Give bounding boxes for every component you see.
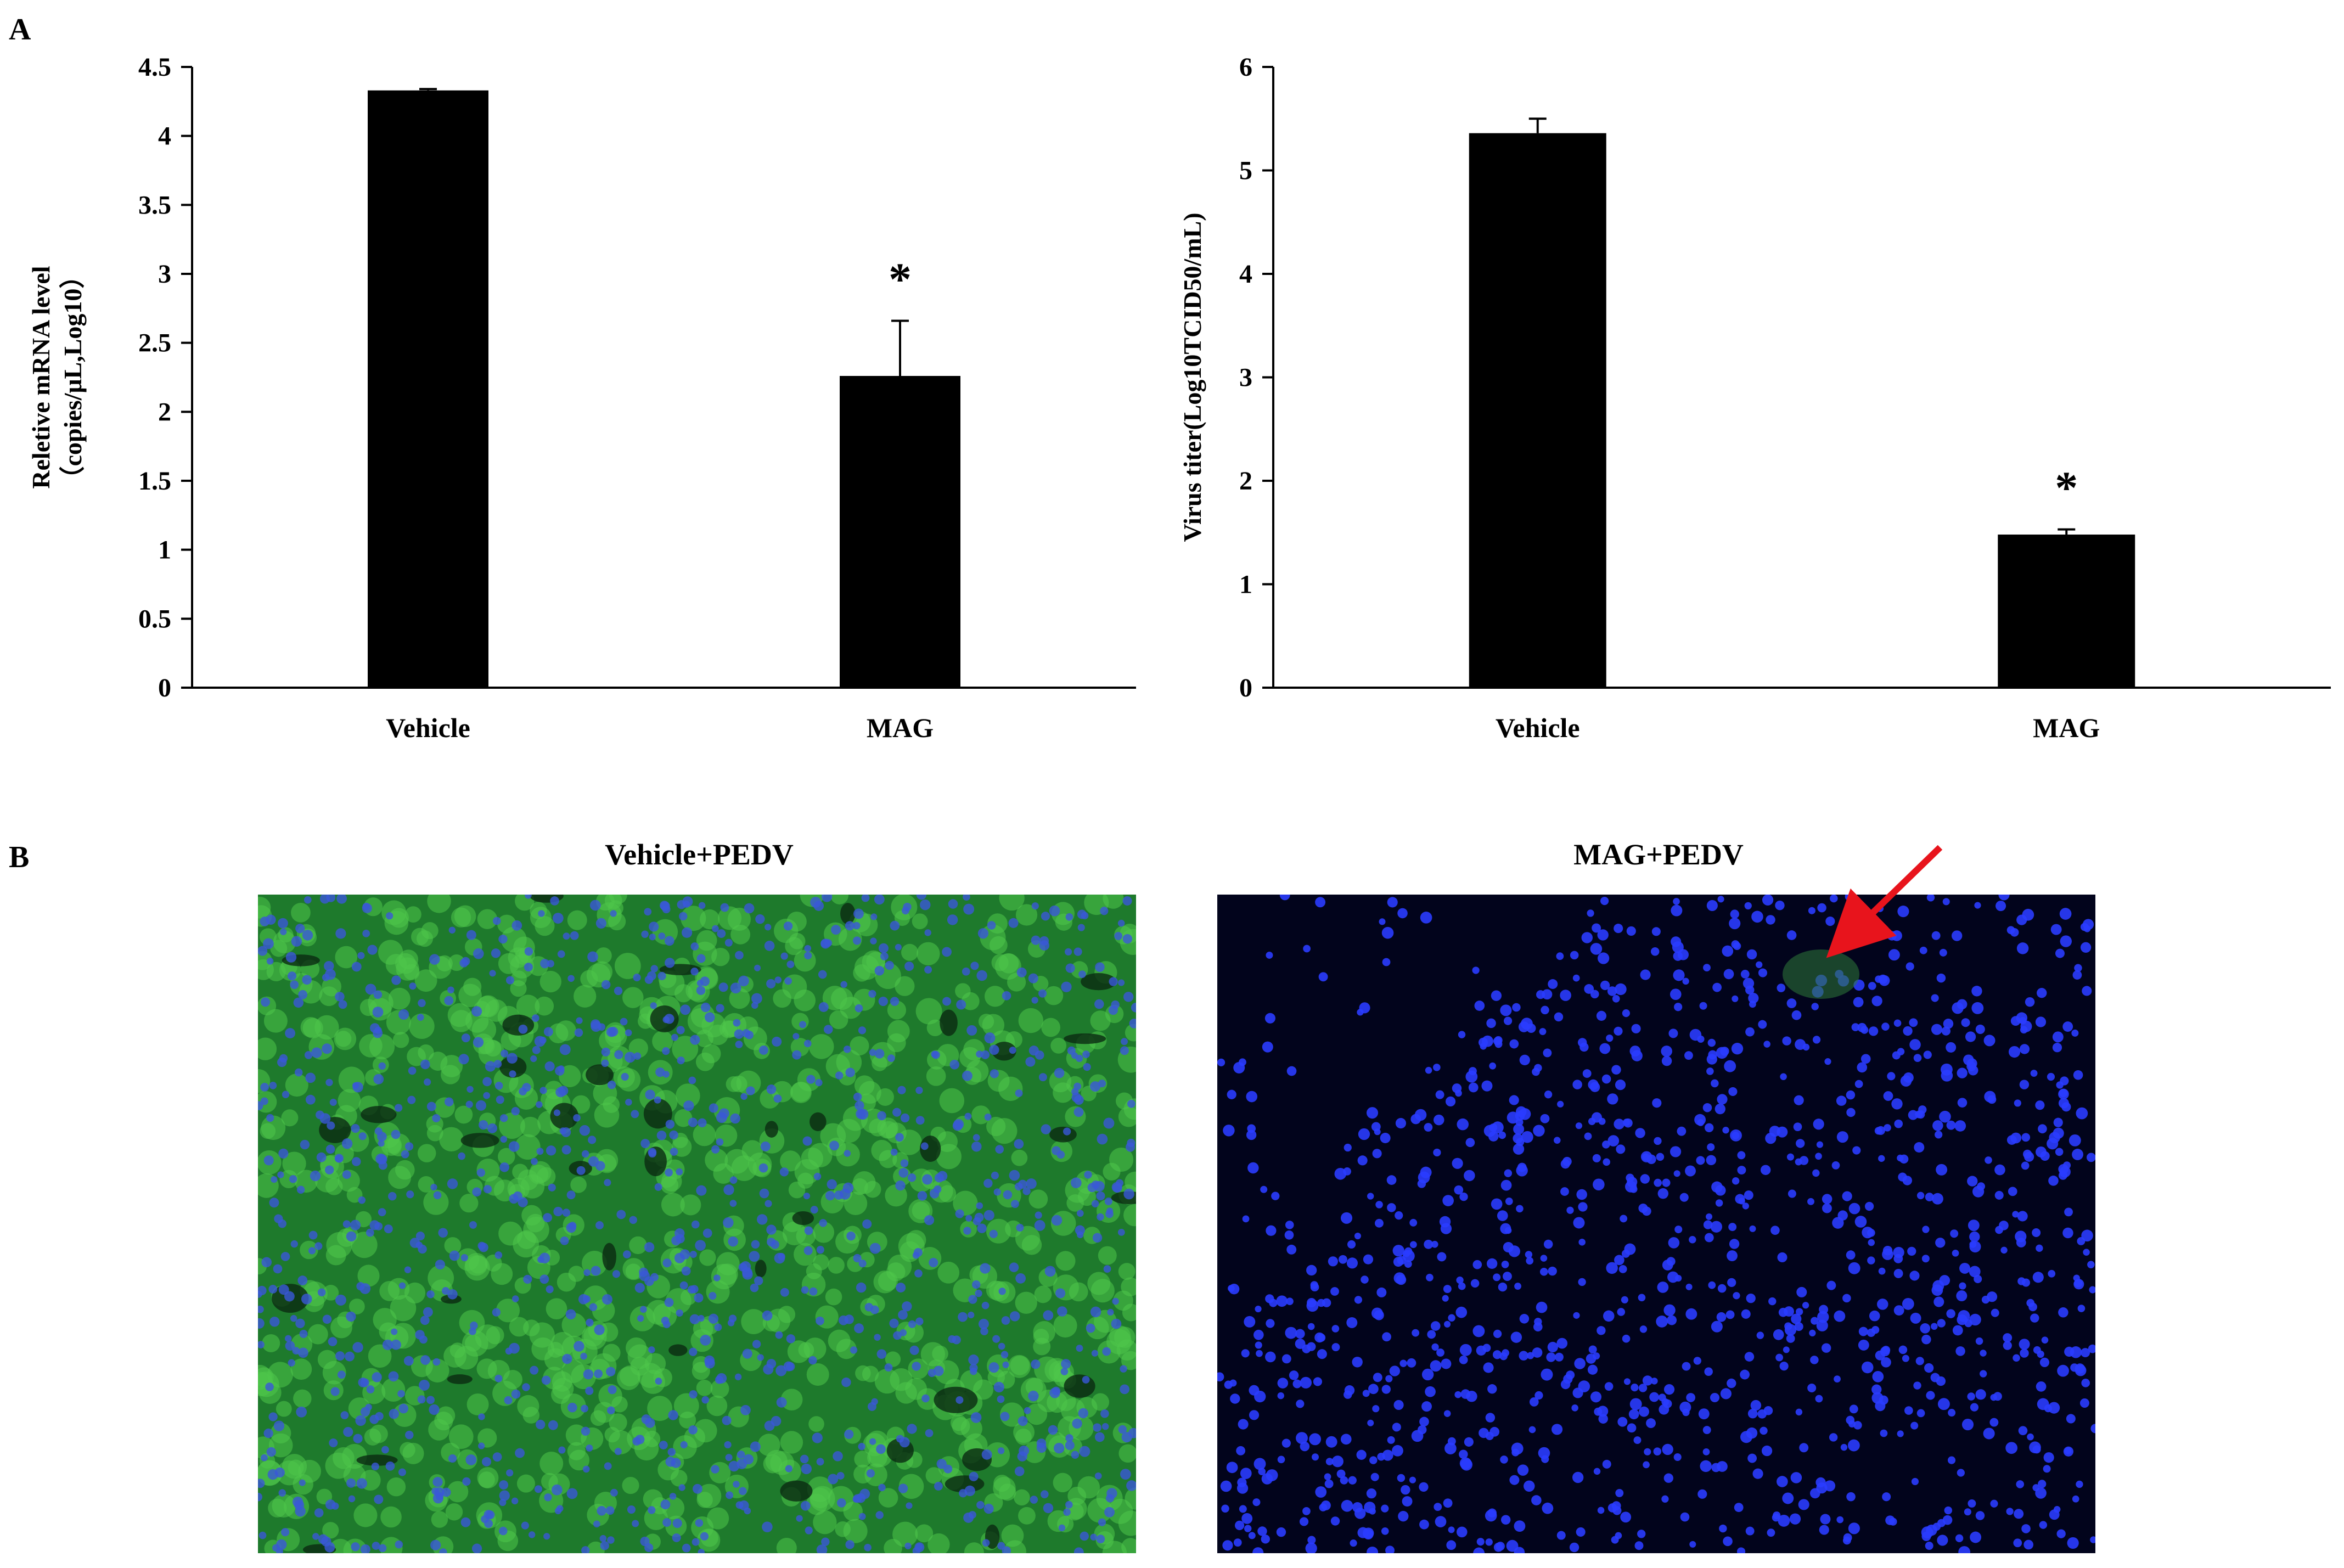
panel-label-b: B (9, 840, 30, 874)
x-tick-label: MAG (2033, 712, 2100, 743)
y-tick-label: 2.5 (138, 329, 171, 358)
y-tick-label: 3 (158, 260, 171, 289)
y-tick-label: 4.5 (138, 53, 171, 82)
cell-texture (1217, 895, 2095, 1553)
image-title-mag: MAG+PEDV (1573, 838, 1744, 871)
y-axis-label: Virus titer(Log10TCID50/mL) (1178, 212, 1206, 542)
y-tick-label: 2 (158, 397, 171, 426)
y-tick-label: 0.5 (138, 604, 171, 633)
significance-marker: * (2055, 463, 2078, 514)
bar-mag (1998, 535, 2135, 688)
x-tick-label: Vehicle (1496, 712, 1580, 743)
panel-label-a: A (9, 13, 31, 47)
y-tick-label: 2 (1239, 467, 1252, 496)
y-tick-label: 4 (158, 122, 171, 151)
y-tick-label: 4 (1239, 260, 1252, 289)
x-tick-label: Vehicle (386, 712, 470, 743)
y-axis-label-units: （copies/μL,Log10） (59, 263, 87, 492)
infected-cell-cluster (1783, 949, 1859, 999)
chart-1: 0 0.5 1 1.5 2 2.5 3 3.5 4 4.5 Vehicle * MAG Reletive … (27, 53, 1136, 743)
y-tick-label: 6 (1239, 53, 1252, 82)
bar-charts: 0 0.5 1 1.5 2 2.5 3 3.5 4 4.5 Vehicle * MAG Reletive … (27, 53, 2331, 743)
significance-marker: * (889, 254, 912, 305)
image-title-vehicle: Vehicle+PEDV (605, 838, 794, 871)
micrograph-mag-pedv (1217, 895, 2095, 1553)
micrograph-vehicle-pedv (258, 895, 1136, 1553)
y-tick-label: 1 (1239, 570, 1252, 599)
bar-mag (840, 375, 960, 688)
bar-vehicle (368, 90, 488, 688)
cell-texture (258, 895, 1136, 1553)
bar-vehicle (1469, 133, 1606, 688)
y-tick-label: 3 (1239, 363, 1252, 392)
y-tick-label: 5 (1239, 156, 1252, 186)
y-axis-label: Reletive mRNA level (27, 266, 55, 488)
y-tick-label: 1 (158, 536, 171, 565)
y-tick-label: 0 (158, 673, 171, 702)
chart-2: 0 1 2 3 4 5 6 Vehicle * MAG Virus titer(Log10TCID5… (1178, 53, 2331, 743)
y-tick-label: 0 (1239, 673, 1252, 702)
x-tick-label: MAG (867, 712, 934, 743)
y-tick-label: 1.5 (138, 467, 171, 496)
y-tick-label: 3.5 (138, 190, 171, 220)
